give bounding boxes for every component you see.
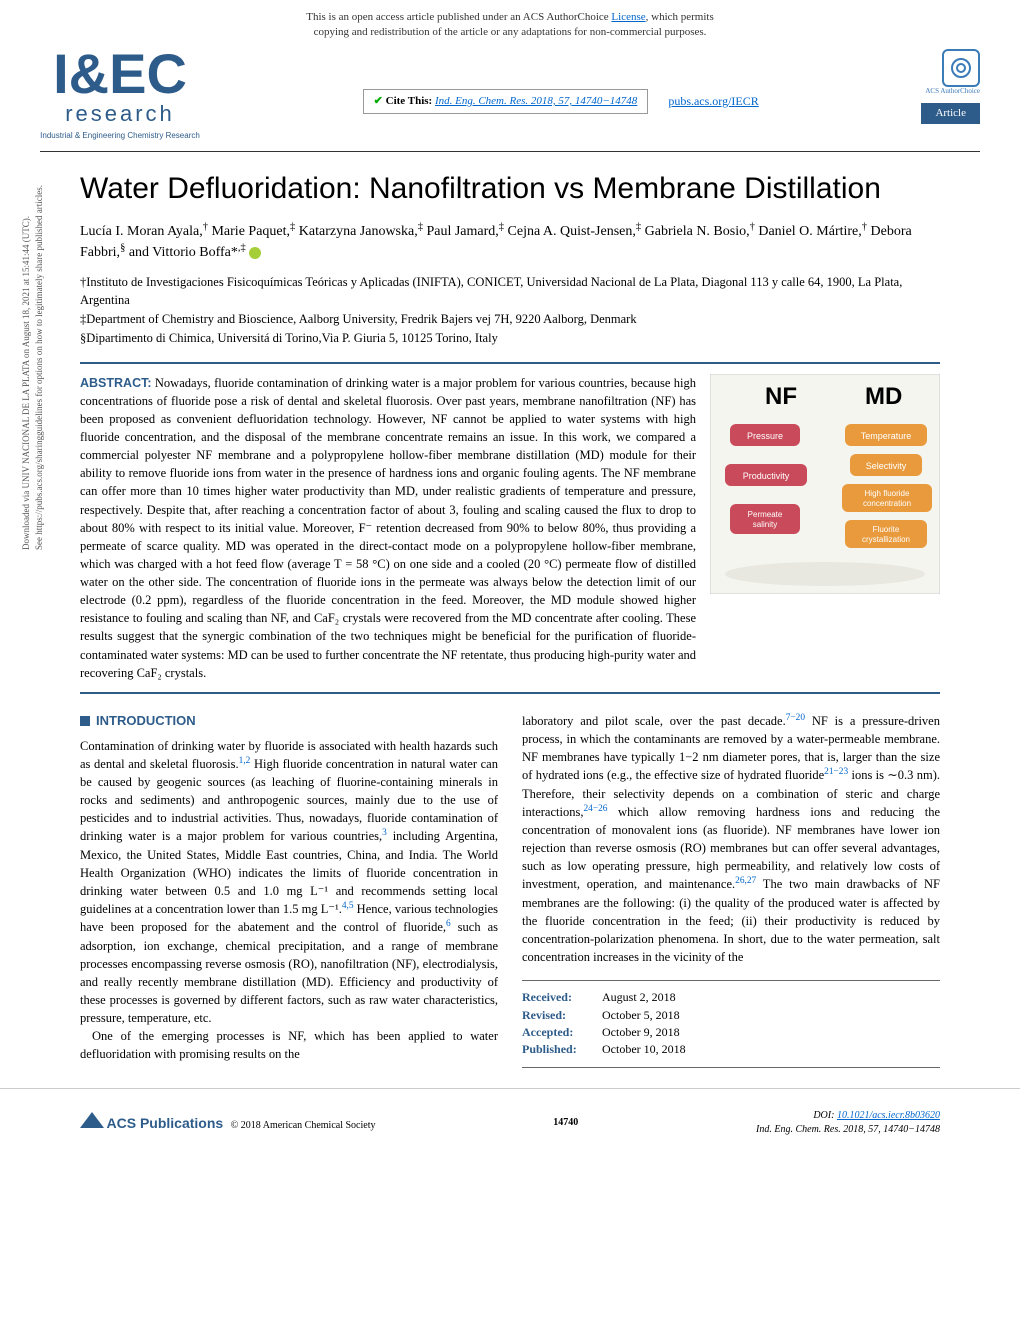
paper-title: Water Defluoridation: Nanofiltration vs … xyxy=(0,152,1020,220)
footer-left: ACS Publications © 2018 American Chemica… xyxy=(80,1112,375,1134)
revised-label: Revised: xyxy=(522,1007,602,1024)
abstract-figure: NF MD Pressure Productivity Permeatesali… xyxy=(710,374,940,682)
footer-right: DOI: 10.1021/acs.iecr.8b03620 Ind. Eng. … xyxy=(756,1109,940,1137)
svg-text:crystallization: crystallization xyxy=(862,535,910,544)
dates-box: Received:August 2, 2018 Revised:October … xyxy=(522,980,940,1068)
svg-text:Productivity: Productivity xyxy=(743,471,790,481)
page-footer: ACS Publications © 2018 American Chemica… xyxy=(0,1088,1020,1151)
body-columns: INTRODUCTION Contamination of drinking w… xyxy=(0,712,1020,1068)
accepted-value: October 9, 2018 xyxy=(602,1024,680,1041)
published-label: Published: xyxy=(522,1041,602,1058)
copyright-text: © 2018 American Chemical Society xyxy=(231,1120,376,1131)
svg-text:salinity: salinity xyxy=(753,520,777,529)
sidebar-line1: Downloaded via UNIV NACIONAL DE LA PLATA… xyxy=(21,216,31,550)
authorchoice-badge-icon xyxy=(942,49,980,87)
license-link[interactable]: License xyxy=(611,11,645,23)
logo-subtitle: Industrial & Engineering Chemistry Resea… xyxy=(40,130,200,141)
fig-md-label: MD xyxy=(865,383,902,410)
abstract-body: Nowadays, fluoride contamination of drin… xyxy=(80,376,696,680)
cite-row: ✔ Cite This: Ind. Eng. Chem. Res. 2018, … xyxy=(363,89,759,114)
accepted-label: Accepted: xyxy=(522,1024,602,1041)
abstract-block: ABSTRACT: Nowadays, fluoride contaminati… xyxy=(80,362,940,694)
authors-list: Lucía I. Moran Ayala,† Marie Paquet,‡ Ka… xyxy=(0,220,1020,273)
fig-nf-label: NF xyxy=(765,383,797,410)
intro-p2: One of the emerging processes is NF, whi… xyxy=(80,1027,498,1063)
svg-text:Fluorite: Fluorite xyxy=(873,525,900,534)
affiliation-3: §Dipartimento di Chimica, Universitá di … xyxy=(80,329,940,348)
svg-text:concentration: concentration xyxy=(863,499,911,508)
badges: ACS AuthorChoice Article xyxy=(921,49,980,124)
introduction-heading-text: INTRODUCTION xyxy=(96,713,196,728)
check-icon: ✔ xyxy=(374,95,383,107)
authorchoice-label: ACS AuthorChoice xyxy=(921,87,980,97)
logo-iec: I&EC xyxy=(40,49,200,99)
received-value: August 2, 2018 xyxy=(602,989,676,1006)
affiliation-2: ‡Department of Chemistry and Bioscience,… xyxy=(80,310,940,329)
license-text-line2: copying and redistribution of the articl… xyxy=(314,26,707,38)
page-number: 14740 xyxy=(553,1116,578,1130)
svg-text:Selectivity: Selectivity xyxy=(866,461,907,471)
svg-text:Permeate: Permeate xyxy=(748,510,783,519)
acs-publications-text: ACS Publications xyxy=(107,1115,224,1131)
svg-text:High fluoride: High fluoride xyxy=(865,489,910,498)
authors-text: Lucía I. Moran Ayala,† Marie Paquet,‡ Ka… xyxy=(80,224,912,260)
affiliations: †Instituto de Investigaciones Fisicoquím… xyxy=(0,273,1020,362)
cite-link[interactable]: Ind. Eng. Chem. Res. 2018, 57, 14740−147… xyxy=(435,95,637,107)
column-right: laboratory and pilot scale, over the pas… xyxy=(522,712,940,1068)
column-left: INTRODUCTION Contamination of drinking w… xyxy=(80,712,498,1068)
orcid-icon[interactable] xyxy=(249,247,261,259)
svg-text:Pressure: Pressure xyxy=(747,431,783,441)
sidebar-line2: See https://pubs.acs.org/sharingguidelin… xyxy=(34,185,44,550)
received-label: Received: xyxy=(522,989,602,1006)
svg-text:Temperature: Temperature xyxy=(861,431,912,441)
cite-box: ✔ Cite This: Ind. Eng. Chem. Res. 2018, … xyxy=(363,89,649,114)
acs-logo-icon xyxy=(80,1112,104,1128)
published-value: October 10, 2018 xyxy=(602,1041,686,1058)
doi-label: DOI: xyxy=(813,1110,837,1121)
abstract-text: ABSTRACT: Nowadays, fluoride contaminati… xyxy=(80,374,696,682)
journal-logo: I&EC research Industrial & Engineering C… xyxy=(40,49,200,141)
introduction-heading: INTRODUCTION xyxy=(80,712,498,731)
license-text-pre: This is an open access article published… xyxy=(306,11,611,23)
abstract-label: ABSTRACT: xyxy=(80,376,152,390)
affiliation-1: †Instituto de Investigaciones Fisicoquím… xyxy=(80,273,940,311)
cite-prefix: Cite This: xyxy=(386,95,433,107)
section-square-icon xyxy=(80,716,90,726)
article-type-badge: Article xyxy=(921,103,980,124)
pubs-link[interactable]: pubs.acs.org/IECR xyxy=(668,93,758,110)
intro-p1: Contamination of drinking water by fluor… xyxy=(80,737,498,1028)
license-text-post: , which permits xyxy=(646,11,714,23)
doi-link[interactable]: 10.1021/acs.iecr.8b03620 xyxy=(837,1110,940,1121)
download-sidebar: Downloaded via UNIV NACIONAL DE LA PLATA… xyxy=(20,50,45,550)
intro-p3: laboratory and pilot scale, over the pas… xyxy=(522,712,940,966)
footer-citation: Ind. Eng. Chem. Res. 2018, 57, 14740−147… xyxy=(756,1124,940,1135)
revised-value: October 5, 2018 xyxy=(602,1007,680,1024)
header-row: I&EC research Industrial & Engineering C… xyxy=(0,49,1020,141)
toc-graphic: NF MD Pressure Productivity Permeatesali… xyxy=(710,374,940,594)
